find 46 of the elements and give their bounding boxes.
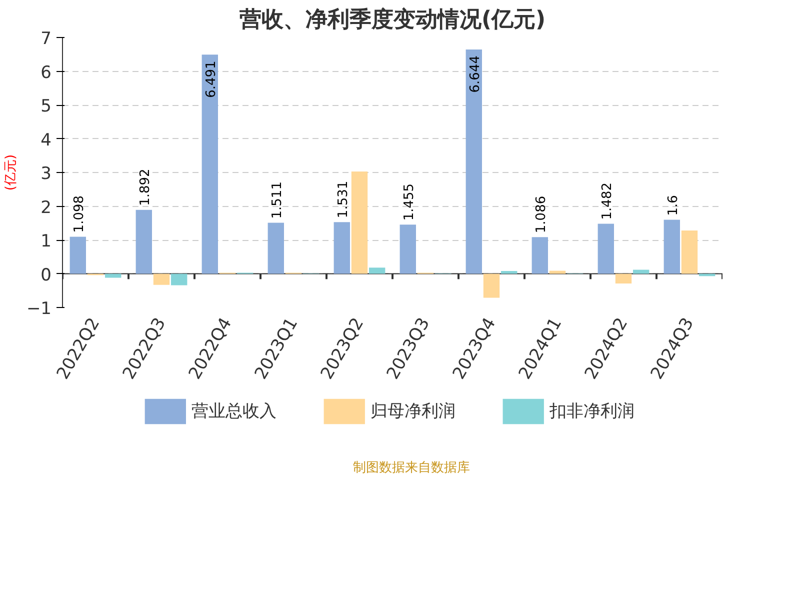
data-label: 1.6: [666, 195, 681, 216]
bar: [549, 270, 566, 274]
bar: [633, 270, 650, 274]
data-label: 1.098: [72, 195, 87, 233]
y-tick-label: 5: [40, 96, 52, 116]
bar: [501, 271, 518, 274]
bar: [615, 274, 632, 284]
bar: [400, 224, 416, 274]
legend-label: 扣非净利润: [548, 402, 634, 422]
y-tick-label: 6: [40, 62, 52, 83]
bar: [466, 50, 482, 274]
bar: [483, 274, 500, 298]
bar: [369, 268, 386, 274]
y-tick-label: 0: [40, 265, 52, 286]
bar: [664, 220, 680, 274]
data-label: 1.482: [600, 182, 615, 220]
data-label: 1.531: [336, 180, 351, 218]
bar: [598, 224, 614, 274]
bar: [153, 274, 170, 285]
bar: [268, 222, 284, 274]
y-axis-title: (亿元): [3, 154, 18, 191]
bar: [532, 237, 548, 274]
y-tick-label: 7: [40, 29, 52, 49]
data-label: 1.086: [534, 196, 549, 234]
y-tick-label: −1: [26, 299, 52, 319]
bar: [202, 54, 218, 274]
data-label: 1.455: [402, 183, 417, 221]
legend-label: 营业总收入: [191, 402, 276, 422]
y-tick-label: 3: [40, 164, 52, 184]
data-label: 6.644: [468, 56, 483, 93]
bar: [70, 236, 86, 274]
y-tick-label: 4: [40, 130, 52, 150]
bar: [136, 210, 152, 274]
bar: [681, 230, 698, 274]
bar: [171, 274, 188, 286]
y-tick-label: 2: [40, 198, 52, 218]
legend-label: 归母净利润: [370, 402, 456, 422]
bar: [351, 171, 368, 274]
chart-title: 营收、净利季度变动情况(亿元): [238, 6, 546, 32]
bar: [334, 222, 350, 274]
text: 制图数据来自数据库: [353, 460, 470, 476]
data-label: 1.892: [138, 168, 153, 206]
data-label: 1.511: [270, 182, 285, 219]
bar: [105, 274, 122, 278]
y-tick-label: 1: [40, 232, 52, 252]
data-label: 6.491: [204, 60, 219, 98]
